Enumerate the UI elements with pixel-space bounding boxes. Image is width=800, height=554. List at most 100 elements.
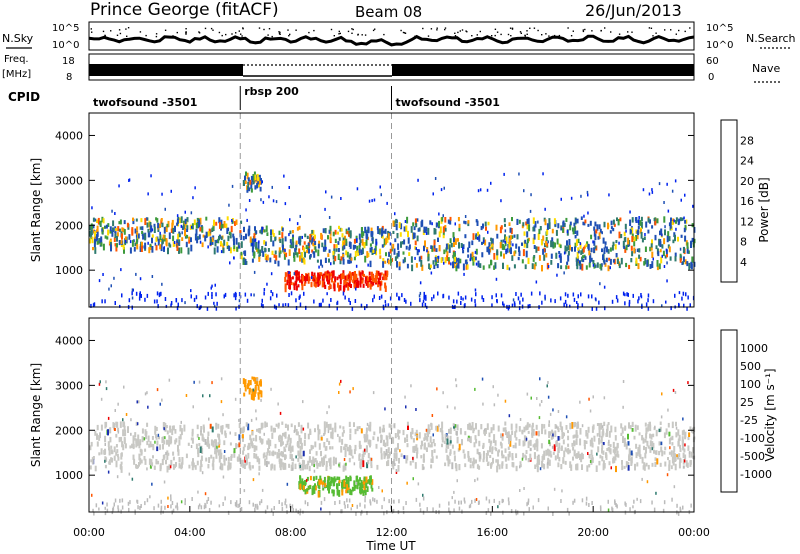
range-gate-cell <box>689 426 692 431</box>
range-gate-cell <box>552 408 554 412</box>
range-gate-cell <box>444 462 447 467</box>
range-gate-cell <box>329 511 331 516</box>
range-gate-cell <box>135 442 138 448</box>
range-gate-cell <box>154 440 156 444</box>
range-gate-cell <box>448 244 451 250</box>
range-gate-cell <box>661 244 664 249</box>
range-gate-cell <box>122 244 125 250</box>
range-gate-cell <box>692 204 694 208</box>
range-gate-cell <box>304 500 307 505</box>
range-gate-cell <box>554 242 556 248</box>
range-gate-cell <box>546 228 549 235</box>
range-gate-cell <box>305 244 308 249</box>
range-gate-cell <box>596 452 598 456</box>
range-gate-cell <box>443 440 446 444</box>
range-gate-cell <box>526 502 528 507</box>
range-gate-cell <box>555 252 558 259</box>
range-gate-cell <box>296 431 299 436</box>
range-gate-cell <box>356 482 359 490</box>
range-gate-cell <box>673 219 675 223</box>
range-gate-cell <box>334 426 337 433</box>
range-gate-cell <box>557 223 560 229</box>
range-gate-cell <box>372 249 375 253</box>
range-gate-cell <box>560 499 562 503</box>
nsky-dot <box>238 30 240 32</box>
range-gate-cell <box>131 305 133 310</box>
range-gate-cell <box>686 246 689 254</box>
range-gate-cell <box>136 226 139 231</box>
range-gate-cell <box>365 483 368 488</box>
range-gate-cell <box>462 263 465 271</box>
range-gate-cell <box>537 246 540 251</box>
range-gate-cell <box>122 418 124 422</box>
range-gate-cell <box>511 235 514 239</box>
range-gate-cell <box>349 242 352 249</box>
nsky-dot <box>604 27 606 29</box>
range-gate-cell <box>246 218 248 222</box>
nsky-dot <box>278 32 281 35</box>
range-gate-cell <box>184 234 187 239</box>
range-gate-cell <box>198 222 201 228</box>
range-gate-cell <box>270 464 273 471</box>
range-gate-cell <box>175 438 178 443</box>
range-gate-cell <box>569 221 572 226</box>
range-gate-cell <box>284 303 287 307</box>
range-gate-cell <box>612 227 615 232</box>
range-gate-cell <box>425 232 428 235</box>
range-gate-cell <box>359 239 362 244</box>
range-gate-cell <box>447 442 450 449</box>
range-gate-cell <box>482 442 485 448</box>
range-gate-cell <box>314 283 317 288</box>
range-gate-cell <box>240 460 243 467</box>
range-gate-cell <box>565 415 568 419</box>
range-gate-cell <box>633 247 636 254</box>
range-gate-cell <box>180 247 183 254</box>
range-gate-cell <box>218 444 221 448</box>
range-gate-cell <box>401 241 404 245</box>
range-gate-cell <box>467 247 470 253</box>
range-gate-cell <box>445 243 448 250</box>
nsky-dot <box>242 27 244 29</box>
range-gate-cell <box>117 508 120 513</box>
range-gate-cell <box>313 272 316 279</box>
range-gate-cell <box>300 424 303 429</box>
range-gate-cell <box>198 503 201 507</box>
range-gate-cell <box>626 292 628 297</box>
range-gate-cell <box>406 481 408 485</box>
range-gate-cell <box>281 232 284 239</box>
range-gate-cell <box>163 246 165 250</box>
nsky-dot <box>519 31 522 33</box>
range-gate-cell <box>299 476 302 482</box>
range-gate-cell <box>454 256 457 262</box>
range-gate-cell <box>526 392 529 396</box>
range-gate-cell <box>107 416 110 420</box>
range-gate-cell <box>658 182 661 186</box>
range-gate-cell <box>108 461 111 465</box>
range-gate-cell <box>548 420 550 424</box>
range-gate-cell <box>548 459 551 466</box>
range-gate-cell <box>269 296 272 301</box>
range-gate-cell <box>120 243 123 247</box>
range-gate-cell <box>596 433 599 437</box>
range-gate-cell <box>314 441 317 448</box>
range-gate-cell <box>297 422 300 427</box>
range-gate-cell <box>565 246 568 252</box>
range-gate-cell <box>331 277 333 283</box>
range-gate-cell <box>624 293 626 297</box>
range-gate-cell <box>456 436 459 444</box>
range-gate-cell <box>231 220 234 224</box>
range-gate-cell <box>367 263 369 267</box>
range-gate-cell <box>256 378 258 382</box>
range-gate-cell <box>509 227 512 233</box>
range-gate-cell <box>262 226 264 230</box>
range-gate-cell <box>252 437 255 442</box>
range-gate-cell <box>522 297 524 302</box>
range-gate-cell <box>370 464 373 469</box>
nsky-dot <box>383 33 385 36</box>
range-gate-cell <box>476 477 479 481</box>
range-gate-cell <box>452 423 455 427</box>
range-gate-cell <box>220 219 223 226</box>
range-gate-cell <box>598 232 601 239</box>
nsky-dot <box>225 33 227 36</box>
nsky-dot <box>427 35 430 37</box>
